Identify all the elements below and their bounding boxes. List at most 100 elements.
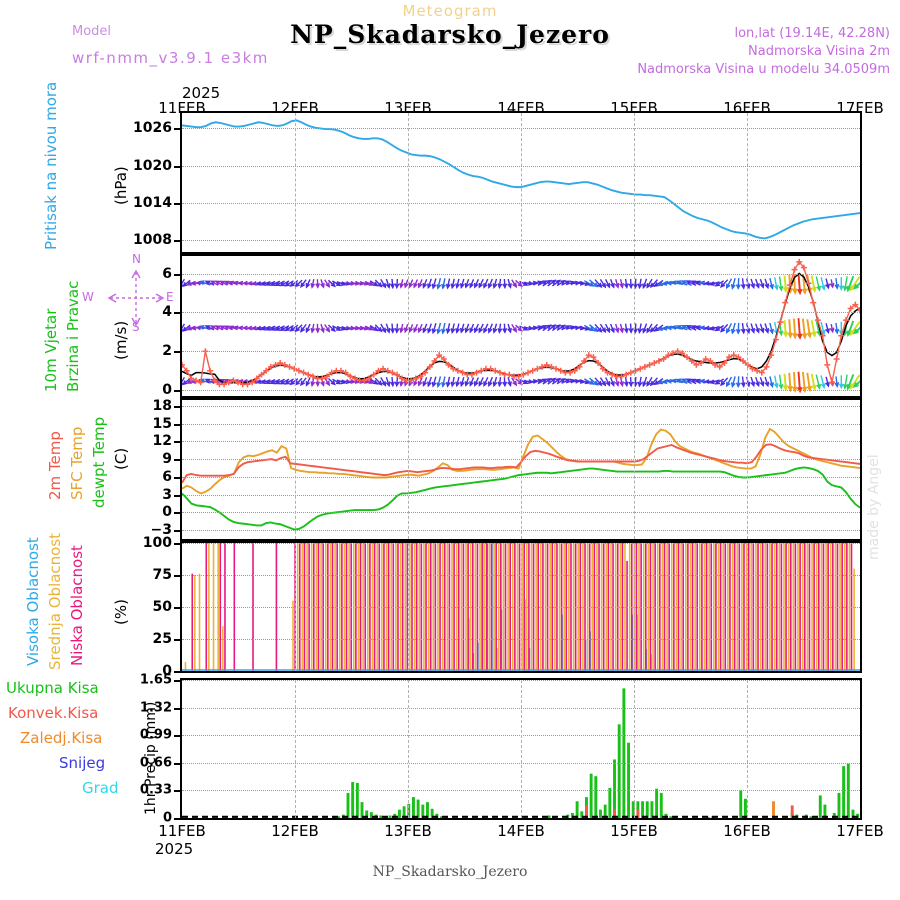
model-name-value: wrf-nmm_v3.9.1 e3km <box>72 49 269 67</box>
y-tick-mark <box>174 707 181 710</box>
gridline-v <box>747 400 748 539</box>
y-tick-label: 50 <box>152 599 172 615</box>
y-tick-label: 4 <box>162 304 172 321</box>
y-tick-label: 1026 <box>133 120 172 137</box>
gridline-v <box>295 543 296 671</box>
x-tick-bottom-11feb: 11FEB <box>158 822 206 840</box>
watermark: made by Angel <box>866 454 882 560</box>
y-tick-label: 6 <box>162 468 172 485</box>
y-tick-mark <box>174 543 181 545</box>
gridline-v <box>408 543 409 671</box>
gridline-v <box>295 113 296 252</box>
y-tick-mark <box>174 351 181 354</box>
gridline-v <box>408 680 409 818</box>
wind-arrow-row-1 <box>182 318 860 340</box>
y-tick-label: 1.32 <box>139 700 172 716</box>
gridline-v <box>521 113 522 252</box>
y-tick-label: −3 <box>150 522 172 539</box>
y-tick-label: 0 <box>162 504 172 521</box>
precip-bars-konvek-kisa <box>585 805 794 818</box>
gridline-h <box>182 671 860 672</box>
x-tick-bottom-14feb: 14FEB <box>497 822 545 840</box>
gridline-v <box>747 680 748 818</box>
y-tick-mark <box>174 128 181 131</box>
precip-label-total: Ukupna Kisa <box>6 679 99 697</box>
y-tick-label: 1008 <box>133 231 172 248</box>
y-tick-mark <box>174 202 181 205</box>
y-tick-mark <box>174 575 181 577</box>
gridline-v <box>634 400 635 539</box>
pressure-grid <box>182 113 860 252</box>
y-tick-mark <box>174 671 181 673</box>
lonlat-info: lon,lat (19.14E, 42.28N) <box>734 26 890 41</box>
y-tick-mark <box>174 441 181 444</box>
gridline-v <box>521 543 522 671</box>
temperature-grid <box>182 400 860 539</box>
page-title: NP_Skadarsko_Jezero <box>290 20 610 49</box>
gridline-v <box>408 256 409 396</box>
meteogram-header-label: Meteogram <box>402 2 498 20</box>
gridline-v <box>521 680 522 818</box>
y-tick-mark <box>174 312 181 315</box>
y-tick-mark <box>174 607 181 609</box>
y-tick-mark <box>174 680 181 682</box>
y-tick-label: 75 <box>152 567 172 583</box>
x-tick-bottom-15feb: 15FEB <box>610 822 658 840</box>
wind-arrow-row-0 <box>182 273 860 296</box>
y-tick-mark <box>174 459 181 462</box>
x-tick-bottom-13feb: 13FEB <box>384 822 432 840</box>
y-tick-mark <box>174 405 181 408</box>
y-tick-mark <box>174 639 181 641</box>
gridline-v <box>295 256 296 396</box>
precip-grid <box>182 680 860 818</box>
panel-temperature[interactable] <box>180 398 862 541</box>
gridline-v <box>747 256 748 396</box>
panel-cloud[interactable] <box>180 541 862 673</box>
y-tick-mark <box>174 476 181 479</box>
precip-label-hail: Grad <box>82 779 119 797</box>
gridline-v <box>295 680 296 818</box>
wind-compass-rose: N S W E <box>82 252 176 338</box>
compass-south-label: S <box>132 320 140 334</box>
y-tick-label: 15 <box>152 415 172 432</box>
gridline-v <box>408 400 409 539</box>
precip-label-convective: Konvek.Kisa <box>8 704 99 722</box>
x-tick-bottom-12feb: 12FEB <box>271 822 319 840</box>
gridline-v <box>521 400 522 539</box>
model-elevation-info: Nadmorska Visina u modelu 34.0509m <box>637 62 890 77</box>
y-tick-mark <box>174 530 181 533</box>
precip-bars-zaledj-kisa <box>772 801 775 818</box>
y-tick-mark <box>174 494 181 497</box>
y-tick-label: 18 <box>152 397 172 414</box>
y-tick-label: 0 <box>162 810 172 826</box>
y-tick-mark <box>174 239 181 242</box>
y-tick-mark <box>174 423 181 426</box>
y-tick-mark <box>174 512 181 515</box>
y-tick-label: 0.66 <box>139 755 172 771</box>
y-tick-label: 0.99 <box>139 727 172 743</box>
y-tick-label: 1020 <box>133 157 172 174</box>
compass-west-label: W <box>82 290 94 304</box>
bottom-axis-year: 2025 <box>155 840 194 858</box>
gridline-v <box>634 113 635 252</box>
y-tick-label: 1014 <box>133 194 172 211</box>
precip-label-freezing: Zaledj.Kisa <box>20 729 103 747</box>
y-tick-mark <box>174 273 181 276</box>
panel-precip[interactable] <box>180 678 862 820</box>
y-tick-label: 3 <box>162 486 172 503</box>
cloud-grid <box>182 543 860 671</box>
x-tick-bottom-16feb: 16FEB <box>723 822 771 840</box>
gridline-v <box>634 256 635 396</box>
gridline-v <box>521 256 522 396</box>
panel-pressure[interactable] <box>180 111 862 254</box>
wind-grid <box>182 256 860 396</box>
gridline-v <box>634 543 635 671</box>
x-tick-bottom-17feb: 17FEB <box>836 822 884 840</box>
y-tick-mark <box>174 818 181 820</box>
compass-icon <box>107 269 165 327</box>
panel-wind[interactable] <box>180 254 862 398</box>
y-tick-label: 25 <box>152 631 172 647</box>
y-tick-mark <box>174 735 181 738</box>
wind-side-label-2: Brzina i Pravac <box>64 280 82 392</box>
y-tick-label: 1.65 <box>139 672 172 688</box>
